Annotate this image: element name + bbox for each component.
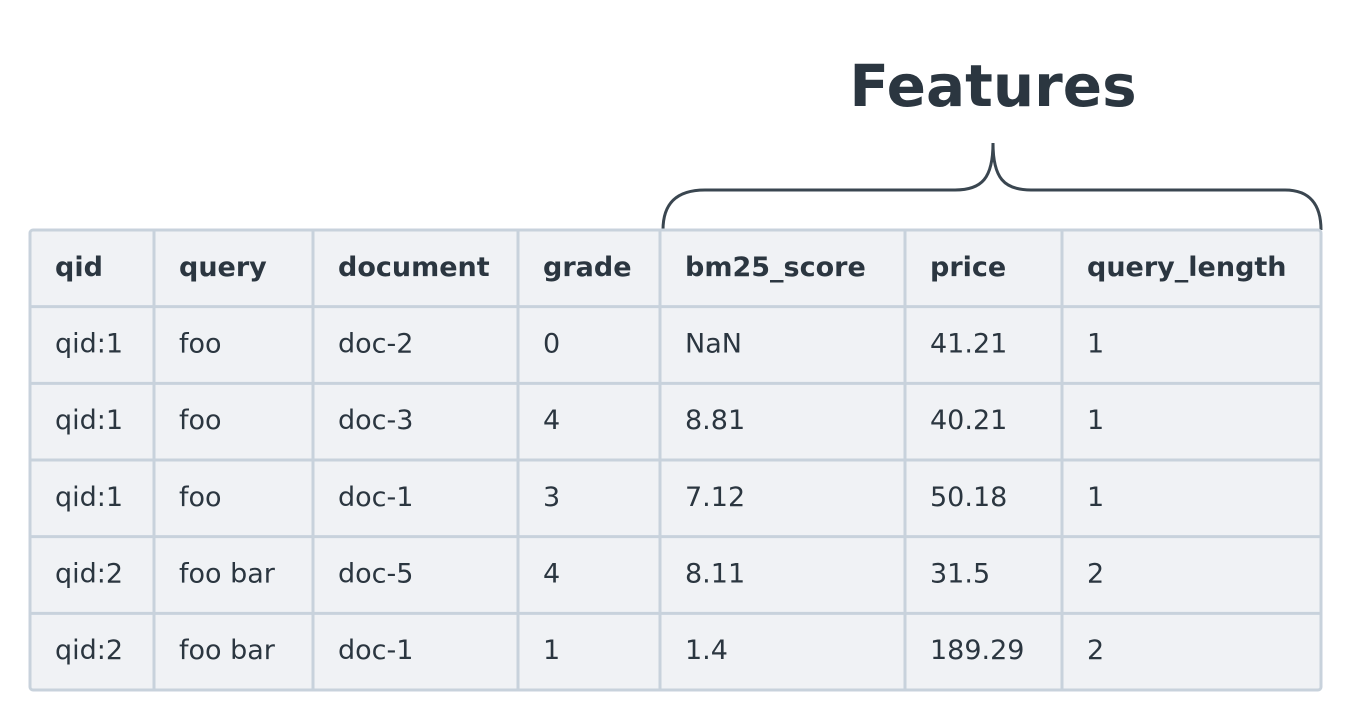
table-cell: 7.12 — [685, 482, 745, 513]
table-cell: 41.21 — [930, 329, 1007, 360]
table-cell: doc-1 — [338, 482, 413, 513]
table-cell: qid:2 — [55, 635, 123, 666]
table-cell: 40.21 — [930, 405, 1007, 436]
table: qid query document grade bm25_score price quer… — [28, 228, 1323, 692]
table-cell: 2 — [1087, 559, 1104, 590]
table-cell: 189.29 — [930, 635, 1024, 666]
table-cell: doc-1 — [338, 635, 413, 666]
table-cell: 2 — [1087, 635, 1104, 666]
table-cell: foo — [179, 329, 222, 360]
table-cell: 1.4 — [685, 635, 728, 666]
table-cell: 4 — [543, 405, 560, 436]
table-cell: 3 — [543, 482, 560, 513]
table-cell: foo — [179, 482, 222, 513]
table-cell: 8.81 — [685, 405, 745, 436]
table-cell: 4 — [543, 559, 560, 590]
table-cell: 1 — [543, 635, 560, 666]
column-header: document — [338, 252, 490, 283]
column-header: grade — [543, 252, 632, 283]
table-cell: foo — [179, 405, 222, 436]
table-cell: doc-2 — [338, 329, 413, 360]
table-cell: qid:1 — [55, 405, 123, 436]
column-header: query_length — [1087, 252, 1287, 283]
column-header: query — [179, 252, 267, 283]
brace — [661, 142, 1323, 231]
column-header: qid — [55, 252, 103, 283]
table-cell: 1 — [1087, 405, 1104, 436]
table-cell: foo bar — [179, 559, 276, 590]
table-cell: doc-3 — [338, 405, 413, 436]
table-cell: doc-5 — [338, 559, 413, 590]
table-cell: NaN — [685, 329, 742, 360]
table-cell: 1 — [1087, 329, 1104, 360]
table-cell: foo bar — [179, 635, 276, 666]
table-cell: 0 — [543, 329, 560, 360]
table-cell: 31.5 — [930, 559, 990, 590]
title: Features — [849, 52, 1136, 120]
table-cell: 8.11 — [685, 559, 745, 590]
table-cell: qid:1 — [55, 329, 123, 360]
column-header: price — [930, 252, 1006, 283]
table-cell: 50.18 — [930, 482, 1007, 513]
table-cell: qid:1 — [55, 482, 123, 513]
column-header: bm25_score — [685, 252, 866, 283]
table-cell: qid:2 — [55, 559, 123, 590]
table-cell: 1 — [1087, 482, 1104, 513]
